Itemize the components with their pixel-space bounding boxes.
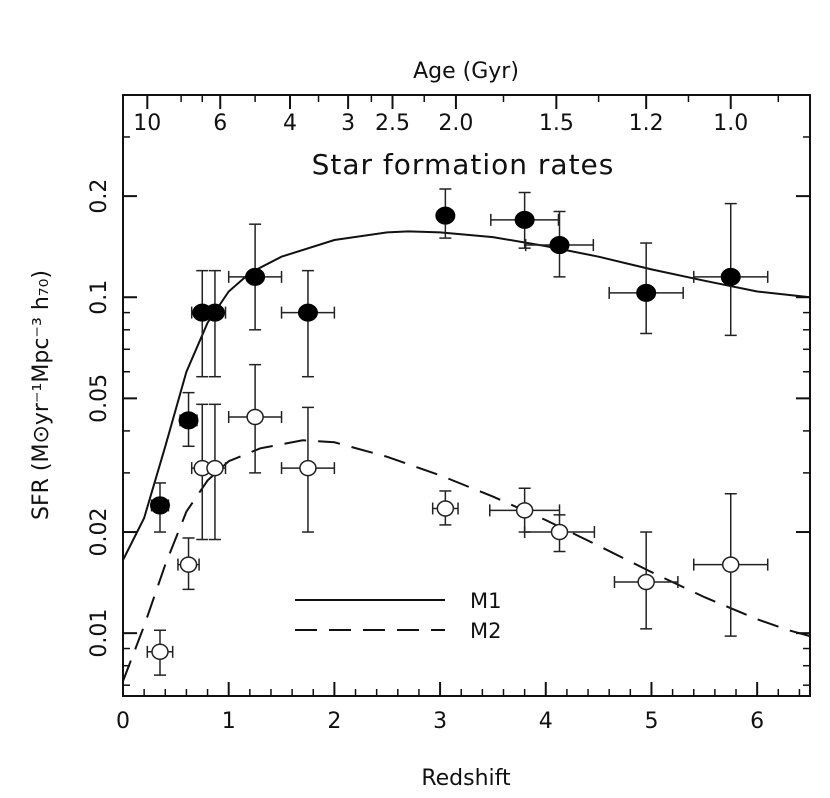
- filled-data-point: [549, 236, 570, 255]
- top-tick-label: 1.2: [629, 111, 664, 136]
- top-tick-label: 2.0: [438, 111, 473, 136]
- top-tick-label: 1.0: [713, 111, 748, 136]
- top-axis-label: Age (Gyr): [413, 59, 519, 84]
- filled-data-point: [149, 496, 170, 515]
- x-tick-label: 0: [116, 709, 130, 734]
- filled-data-point: [178, 411, 199, 430]
- filled-data-point: [514, 210, 535, 229]
- x-tick-label: 5: [644, 709, 658, 734]
- x-axis-label: Redshift: [421, 766, 511, 791]
- open-data-point: [721, 556, 740, 573]
- curve-m1: [122, 230, 811, 561]
- filled-data-point: [245, 267, 266, 286]
- x-tick-label: 4: [539, 709, 553, 734]
- y-tick-label: 0.05: [87, 374, 112, 423]
- filled-data-point: [720, 267, 741, 286]
- open-data-point: [151, 643, 169, 661]
- top-tick-label: 1.5: [539, 111, 574, 136]
- open-data-point: [637, 573, 655, 591]
- y-axis-label: SFR (M⊙yr⁻¹Mpc⁻³ h₇₀): [29, 270, 54, 520]
- y-tick-label: 0.1: [87, 280, 112, 315]
- top-tick-label: 4: [283, 111, 297, 136]
- open-data-point: [515, 502, 534, 519]
- filled-data-point: [435, 206, 456, 225]
- top-tick-label: 2.5: [375, 111, 410, 136]
- filled-data-point: [636, 283, 657, 302]
- x-tick-label: 6: [750, 709, 764, 734]
- plot-frame: [122, 94, 811, 697]
- open-data-point: [436, 500, 455, 517]
- legend: M1 M2: [295, 589, 501, 643]
- legend-label-m2: M2: [470, 619, 501, 643]
- top-tick-label: 6: [213, 111, 227, 136]
- y-tick-label: 0.02: [87, 508, 112, 557]
- x-tick-label: 1: [222, 709, 236, 734]
- open-data-point: [246, 408, 264, 426]
- top-tick-label: 10: [133, 111, 161, 136]
- x-tick-label: 2: [327, 709, 341, 734]
- error-bars: [146, 188, 769, 676]
- data-points: [149, 206, 741, 661]
- axis-ticks: 0 1 2 3 4 5 6 10 6 4 3 2.5 2.0 1.5 1.2 1.0 0.01 0.02 0.05 0…: [87, 94, 810, 734]
- y-tick-label: 0.2: [87, 179, 112, 214]
- curve-m2: [122, 439, 811, 682]
- chart-title: Star formation rates: [312, 148, 615, 181]
- filled-data-point: [204, 303, 225, 322]
- open-data-point: [550, 523, 569, 541]
- x-tick-label: 3: [433, 709, 447, 734]
- open-data-point: [206, 459, 224, 477]
- open-data-point: [179, 556, 198, 573]
- open-data-point: [299, 459, 317, 477]
- legend-label-m1: M1: [470, 589, 501, 613]
- model-curves: [122, 230, 811, 682]
- top-tick-label: 3: [341, 111, 355, 136]
- filled-data-point: [297, 303, 318, 322]
- y-tick-label: 0.01: [87, 609, 112, 658]
